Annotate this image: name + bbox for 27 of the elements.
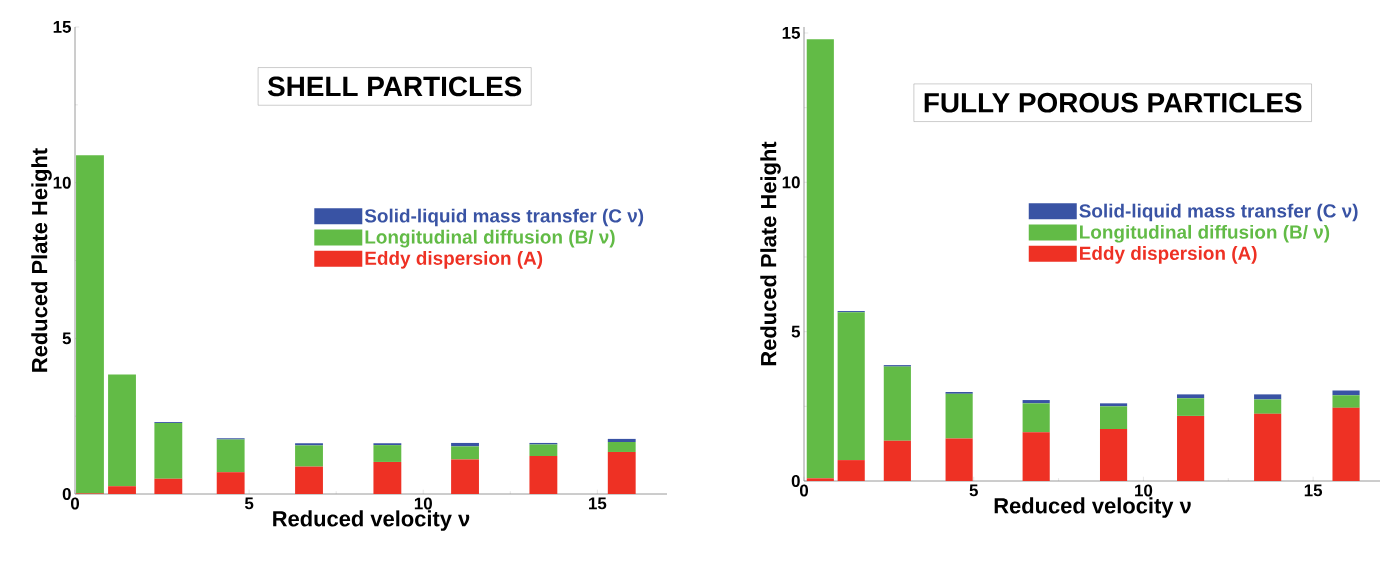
- x-tick-label: 5: [969, 484, 978, 497]
- legend-label: Eddy dispersion (A): [1080, 246, 1257, 264]
- x-tick-label: 0: [799, 484, 809, 497]
- y-tick-label: 15: [782, 27, 801, 39]
- x-tick-label: 10: [1135, 484, 1153, 497]
- x-tick-label: 5: [244, 497, 254, 510]
- legend-label: Eddy dispersion (A): [365, 251, 543, 269]
- y-tick-label: 0: [791, 475, 800, 487]
- x-tick-label: 0: [70, 497, 80, 510]
- y-tick-label: 10: [53, 176, 71, 189]
- y-tick-label: 10: [782, 176, 800, 189]
- legend-label: Solid-liquid mass transfer (C ν): [1079, 203, 1358, 222]
- x-axis-title: Reduced velocity ν: [273, 510, 470, 531]
- x-tick-label: 15: [1304, 484, 1323, 497]
- x-tick-label: 15: [589, 497, 607, 510]
- x-axis-title: Reduced velocity ν: [994, 497, 1191, 518]
- text: FULLY POROUS PARTICLES: [924, 92, 1302, 113]
- y-tick-label: 15: [53, 21, 72, 33]
- legend-label: Longitudinal diffusion (B/ ν): [1080, 224, 1330, 243]
- y-tick-label: 5: [791, 325, 801, 338]
- y-axis-title: Reduced Plate Height: [31, 148, 52, 372]
- y-axis-title: Reduced Plate Height: [760, 141, 781, 366]
- legend-label: Solid-liquid mass transfer (C ν): [364, 208, 644, 227]
- x-tick-label: 10: [414, 497, 432, 510]
- legend-label: Longitudinal diffusion (B/ ν): [365, 229, 615, 248]
- y-tick-label: 5: [62, 332, 72, 345]
- text: SHELL PARTICLES: [267, 76, 522, 97]
